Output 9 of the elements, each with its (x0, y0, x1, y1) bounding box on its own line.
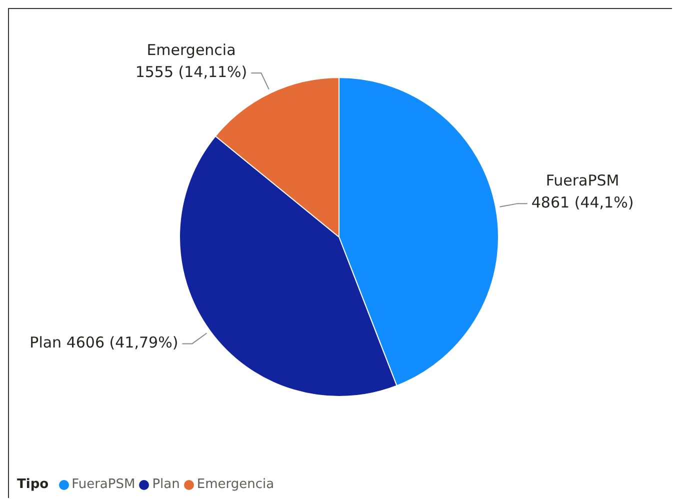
legend-label: FueraPSM (70, 477, 136, 492)
slice-label: FueraPSM (546, 171, 620, 190)
data-label: 4861 (44,1%) (531, 193, 634, 212)
legend-label: Plan (151, 477, 180, 492)
slice-label: Emergencia (146, 40, 236, 59)
data-label: 1555 (14,11%) (135, 62, 248, 81)
legend-title: Tipo (17, 477, 49, 492)
legend-label: Emergencia (196, 477, 274, 492)
category-label: Plan 4606 (41,79%) (30, 334, 178, 352)
